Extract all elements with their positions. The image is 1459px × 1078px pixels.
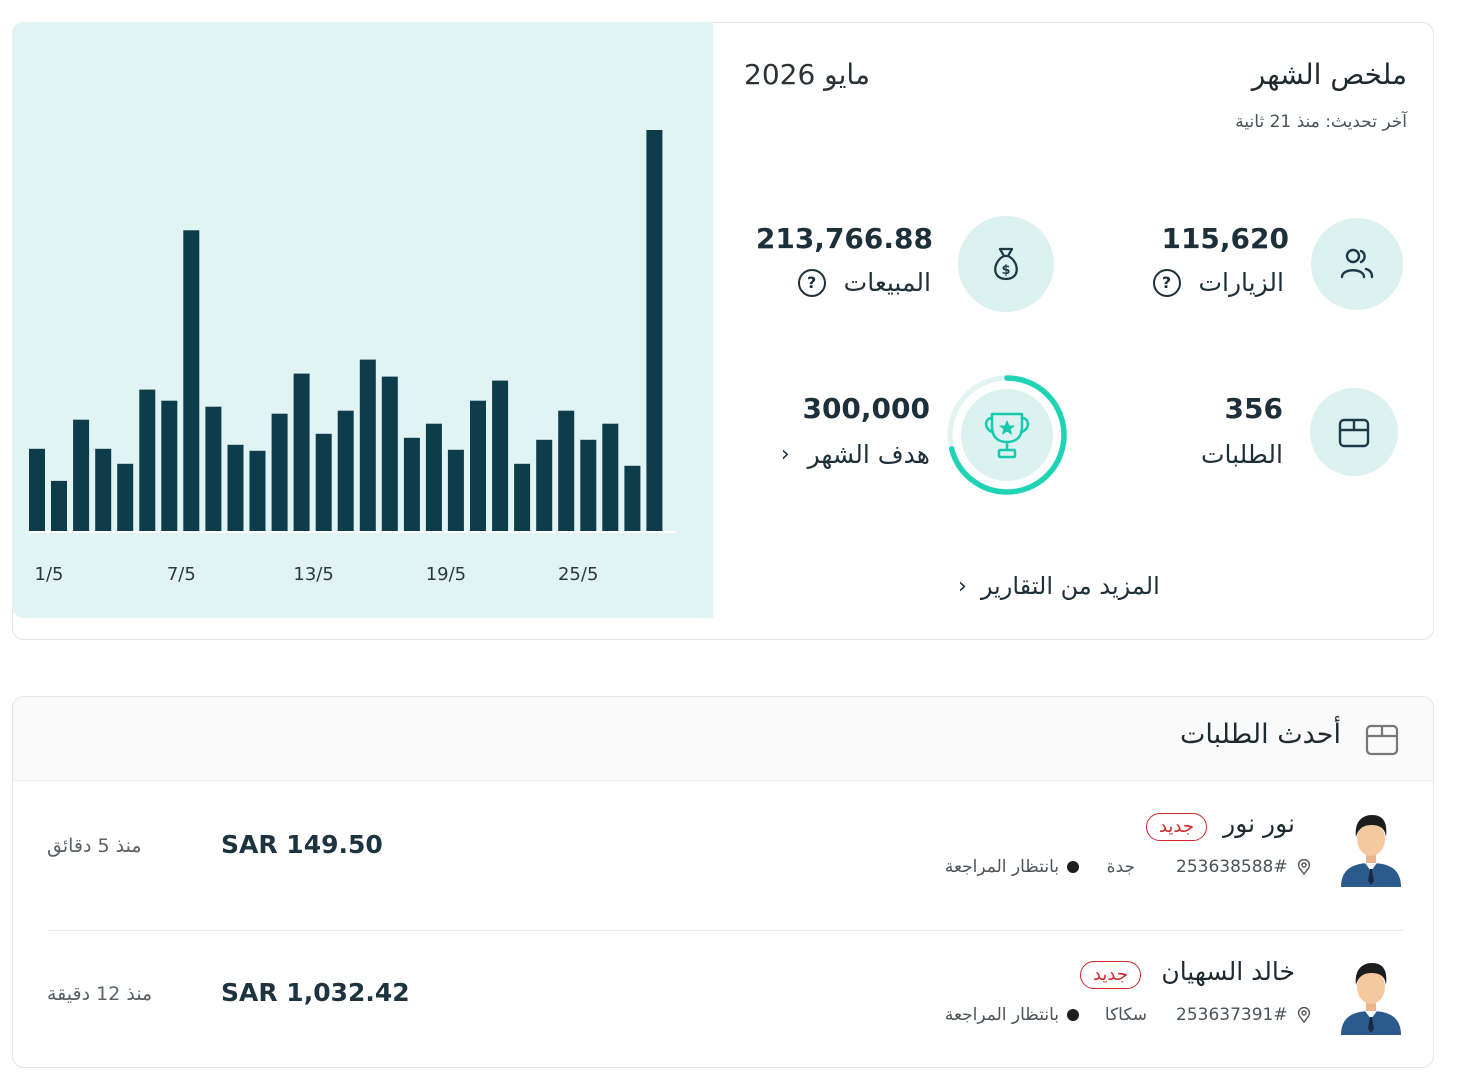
orders-label-row: الطلبات [1201, 440, 1283, 469]
order-id: 253637391# [1176, 1005, 1288, 1025]
chart-svg: 1/5 7/5 13/5 19/5 25/5 [26, 130, 676, 585]
order-amount: SAR 1,032.42 [221, 978, 410, 1007]
month-label: مايو 2026 [744, 58, 870, 91]
order-amount: SAR 149.50 [221, 830, 383, 859]
chart-bar-10/5[interactable] [227, 444, 244, 531]
customer-avatar [1341, 815, 1401, 887]
chart-bar-9/5[interactable] [205, 406, 222, 531]
goal-link[interactable]: هدف الشهر ‹ [781, 440, 930, 469]
chart-bar-4/5[interactable] [95, 448, 112, 531]
chart-bar-7/5[interactable] [161, 400, 178, 531]
chart-bar-20/5[interactable] [447, 449, 464, 531]
sales-value: 213,766.88 [755, 222, 933, 255]
chart-bar-29/5[interactable] [646, 130, 663, 531]
chart-bar-13/5[interactable] [293, 373, 310, 531]
more-reports-link[interactable]: المزيد من التقارير ‹ [958, 572, 1160, 600]
order-status-label: بانتظار المراجعة [944, 1005, 1059, 1025]
order-id: 253638588# [1176, 857, 1288, 877]
order-meta: 253638588# [1176, 857, 1311, 877]
new-badge: جديد [1145, 813, 1207, 841]
orders-header: أحدث الطلبات [13, 697, 1433, 781]
chart-bar-14/5[interactable] [315, 433, 332, 531]
location-pin-icon [1297, 859, 1311, 875]
order-row[interactable]: خالد السهيان جديد 253637391# سكاكا بانتظ… [47, 933, 1403, 1067]
visits-icon-circle [1311, 218, 1403, 310]
chart-bar-2/5[interactable] [51, 480, 67, 531]
order-status: بانتظار المراجعة [945, 857, 1079, 877]
daily-sales-chart: 1/5 7/5 13/5 19/5 25/5 [12, 22, 713, 618]
visits-value: 115,620 [1161, 222, 1289, 255]
users-icon [1340, 248, 1374, 279]
chevron-left-icon: ‹ [958, 573, 967, 599]
customer-name: نور نور [1223, 809, 1295, 838]
chart-bar-24/5[interactable] [536, 439, 553, 531]
chart-bar-22/5[interactable] [492, 380, 509, 531]
chart-bar-3/5[interactable] [73, 419, 90, 531]
status-dot [1067, 861, 1079, 873]
chart-bar-15/5[interactable] [337, 410, 354, 531]
location-pin-icon [1297, 1007, 1311, 1023]
orders-value: 356 [1224, 392, 1283, 425]
visits-label: الزيارات [1198, 268, 1285, 297]
chart-bar-12/5[interactable] [271, 413, 288, 531]
summary-title: ملخص الشهر [1251, 58, 1407, 91]
chart-bar-18/5[interactable] [403, 437, 420, 531]
x-tick-label: 19/5 [426, 564, 466, 585]
sales-label: المبيعات [843, 268, 931, 297]
order-status: بانتظار المراجعة [945, 1005, 1079, 1025]
order-time: منذ 12 دقيقة [47, 983, 153, 1005]
orders-title: أحدث الطلبات [1180, 719, 1341, 750]
customer-name: خالد السهيان [1161, 957, 1295, 986]
sales-icon-circle: $ [958, 216, 1054, 312]
sales-help-icon[interactable]: ? [797, 268, 826, 297]
chart-bar-26/5[interactable] [580, 439, 597, 531]
visits-label-row: الزيارات ? [1152, 268, 1285, 297]
orders-icon-circle [1310, 388, 1398, 476]
order-status-label: بانتظار المراجعة [944, 857, 1059, 877]
chart-bar-28/5[interactable] [624, 465, 641, 531]
goal-ring-svg [947, 375, 1067, 495]
chart-bar-25/5[interactable] [558, 410, 575, 531]
chart-bar-23/5[interactable] [514, 463, 531, 531]
order-city: سكاكا [1104, 1005, 1147, 1025]
orders-label: الطلبات [1200, 440, 1283, 469]
visits-help-icon[interactable]: ? [1152, 268, 1181, 297]
goal-progress-ring [946, 374, 1068, 496]
svg-text:$: $ [1001, 263, 1010, 278]
sales-label-row: المبيعات ? [797, 268, 931, 297]
chart-bar-21/5[interactable] [470, 400, 486, 531]
chart-bar-27/5[interactable] [602, 423, 619, 531]
goal-label: هدف الشهر [807, 440, 930, 469]
new-badge: جديد [1079, 961, 1141, 989]
status-dot [1067, 1009, 1079, 1021]
latest-orders-card: أحدث الطلبات نور نور جديد 253638588# جدة [12, 696, 1434, 1068]
money-bag-icon: $ [994, 247, 1018, 281]
x-tick-label: 13/5 [293, 564, 333, 585]
last-update-text: آخر تحديث: منذ 21 ثانية [1235, 112, 1407, 132]
chart-bar-5/5[interactable] [117, 463, 134, 531]
order-time: منذ 5 دقائق [47, 835, 142, 857]
customer-avatar [1341, 963, 1401, 1035]
chart-bar-6/5[interactable] [139, 389, 156, 531]
box-icon [1338, 418, 1370, 448]
trophy-icon [984, 412, 1030, 459]
order-city: جدة [1106, 857, 1135, 877]
order-row[interactable]: نور نور جديد 253638588# جدة بانتظار المر… [47, 785, 1403, 931]
chart-bar-19/5[interactable] [425, 423, 442, 531]
box-icon [1365, 724, 1399, 756]
goal-value: 300,000 [802, 392, 930, 425]
more-reports-label: المزيد من التقارير [980, 572, 1160, 600]
chevron-left-icon: ‹ [780, 442, 790, 467]
x-tick-label: 1/5 [35, 564, 64, 585]
order-meta: 253637391# [1176, 1005, 1311, 1025]
chart-bar-8/5[interactable] [183, 230, 200, 532]
chart-bar-1/5[interactable] [29, 448, 45, 531]
chart-bar-17/5[interactable] [381, 376, 398, 531]
x-tick-label: 7/5 [167, 564, 196, 585]
chart-bar-16/5[interactable] [359, 359, 376, 531]
chart-bar-11/5[interactable] [249, 450, 266, 531]
x-tick-label: 25/5 [558, 564, 598, 585]
